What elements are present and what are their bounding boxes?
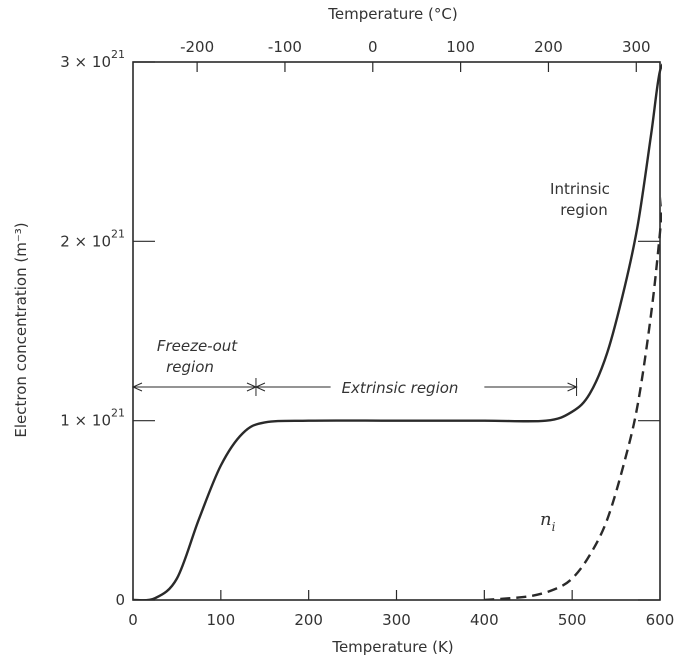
y-tick-mantissa: 3 × 10 (60, 53, 111, 71)
x2-tick-label: 100 (446, 38, 475, 56)
series-layer: ni (133, 63, 662, 600)
y-tick-label: 2 × 1021 (60, 227, 125, 250)
x2-tick-label: 0 (368, 38, 378, 56)
x2-axis-title: Temperature (°C) (327, 5, 457, 23)
y-tick-label: 1 × 1021 (60, 407, 125, 430)
y-tick-exponent: 21 (111, 48, 125, 61)
x-tick-label: 0 (128, 611, 138, 629)
x-tick-label: 100 (207, 611, 236, 629)
x2-tick-label: -200 (180, 38, 214, 56)
y-axis-title: Electron concentration (m⁻³) (12, 222, 30, 437)
intrinsic-label-line2: region (560, 201, 607, 219)
freeze-out-label-line1: Freeze-out (157, 337, 238, 355)
x-tick-label: 600 (646, 611, 675, 629)
freeze-out-label-line2: region (166, 358, 214, 376)
series-total-electron-concentration (133, 63, 662, 600)
x-axis-title: Temperature (K) (331, 638, 453, 656)
plot-border (132, 61, 661, 601)
series-label-ni: ni (540, 509, 556, 534)
x2-tick-label: 300 (622, 38, 651, 56)
x-tick-label: 300 (382, 611, 411, 629)
y-tick-mantissa: 1 × 10 (60, 412, 111, 430)
x-axis-top-celsius: -200 -100 0 100 200 300 (180, 38, 651, 72)
x-tick-label: 500 (558, 611, 587, 629)
y-tick-label: 3 × 1021 (60, 48, 125, 71)
y-tick-mantissa: 2 × 10 (60, 232, 111, 250)
extrinsic-label: Extrinsic region (342, 379, 459, 397)
y-tick-label: 0 (115, 591, 125, 609)
intrinsic-label-line1: Intrinsic (550, 180, 610, 198)
freeze-out-arrow-left (131, 382, 143, 392)
y-tick-exponent: 21 (111, 227, 125, 240)
annotation-layer: Freeze-out region Extrinsic region Intri… (131, 180, 610, 397)
x2-tick-label: -100 (268, 38, 302, 56)
x-tick-label: 400 (470, 611, 499, 629)
series-ni-dashed (484, 196, 662, 600)
x-tick-label: 200 (294, 611, 323, 629)
series-label-ni-subscript: i (552, 520, 556, 534)
x2-tick-label: 200 (534, 38, 563, 56)
y-tick-exponent: 21 (111, 407, 125, 420)
plot-frame (132, 61, 661, 601)
x-axis-bottom: 0 100 200 300 400 500 600 (128, 590, 674, 629)
